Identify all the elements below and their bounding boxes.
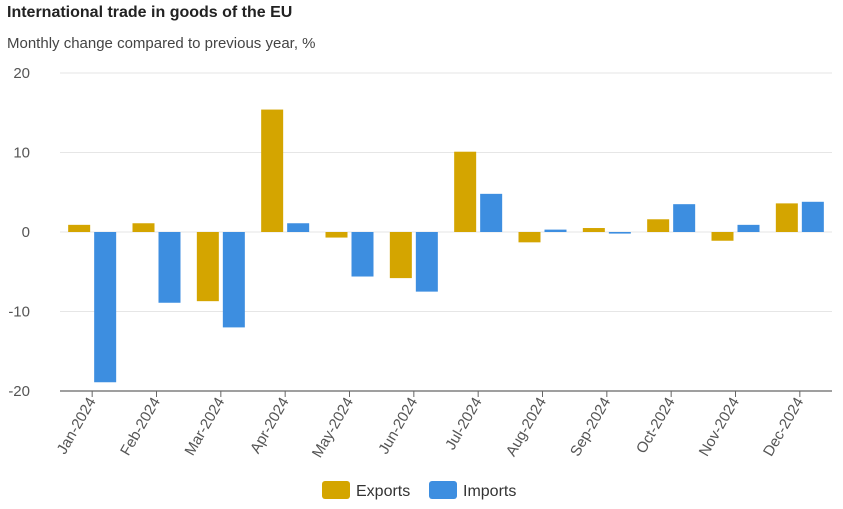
exports-bar[interactable] <box>518 232 541 243</box>
y-axis: 20 10 0 -10 -20 <box>8 65 30 400</box>
exports-bar[interactable] <box>196 232 219 302</box>
imports-bar[interactable] <box>608 232 631 234</box>
exports-bar[interactable] <box>647 219 670 232</box>
legend-item-imports[interactable]: Imports <box>429 481 516 500</box>
imports-bar[interactable] <box>737 224 760 232</box>
exports-bar[interactable] <box>389 232 412 279</box>
exports-bar[interactable] <box>582 228 605 232</box>
legend-label: Exports <box>356 483 410 500</box>
y-tick-label: 10 <box>13 145 30 162</box>
exports-bar[interactable] <box>454 151 477 232</box>
y-tick-label: 20 <box>13 65 30 82</box>
imports-bar[interactable] <box>415 232 438 292</box>
legend-item-exports[interactable]: Exports <box>322 481 410 500</box>
imports-bar[interactable] <box>673 204 696 232</box>
legend-swatch <box>322 481 350 499</box>
y-tick-label: -20 <box>8 383 30 400</box>
imports-bar[interactable] <box>94 232 117 383</box>
x-tick-label: Apr-2024 <box>247 395 293 457</box>
gridlines <box>60 72 832 392</box>
x-axis: Jan-2024 Feb-2024 Mar-2024 Apr-2024 May-2024… <box>54 391 807 461</box>
exports-bar[interactable] <box>132 223 155 232</box>
x-tick-label: May-2024 <box>309 395 357 461</box>
x-tick-label: Jan-2024 <box>54 395 100 458</box>
imports-bar[interactable] <box>287 223 310 232</box>
exports-bar[interactable] <box>68 224 91 232</box>
imports-bar[interactable] <box>222 232 245 328</box>
imports-bar[interactable] <box>801 201 824 232</box>
x-tick-label: Jun-2024 <box>375 395 421 458</box>
imports-bar[interactable] <box>351 232 374 277</box>
x-tick-label: Nov-2024 <box>696 395 743 460</box>
imports-bar[interactable] <box>544 229 567 232</box>
x-tick-label: Sep-2024 <box>567 395 614 460</box>
legend-label: Imports <box>463 483 516 500</box>
y-tick-label: 0 <box>22 224 30 241</box>
exports-bar[interactable] <box>711 232 734 241</box>
imports-bar[interactable] <box>480 193 503 232</box>
bars <box>68 109 824 383</box>
imports-bar[interactable] <box>158 232 181 303</box>
exports-bar[interactable] <box>325 232 348 238</box>
chart-subtitle: Monthly change compared to previous year… <box>7 35 316 52</box>
exports-bar[interactable] <box>775 203 798 232</box>
y-tick-label: -10 <box>8 304 30 321</box>
legend-swatch <box>429 481 457 499</box>
x-tick-label: Dec-2024 <box>760 395 807 460</box>
exports-bar[interactable] <box>261 109 284 232</box>
chart-title: International trade in goods of the EU <box>7 4 293 21</box>
x-tick-label: Feb-2024 <box>117 395 164 459</box>
legend[interactable]: Exports Imports <box>322 481 516 500</box>
x-tick-label: Jul-2024 <box>442 394 485 452</box>
x-tick-label: Mar-2024 <box>181 395 228 459</box>
x-tick-label: Aug-2024 <box>503 395 550 460</box>
x-tick-label: Oct-2024 <box>633 395 679 457</box>
